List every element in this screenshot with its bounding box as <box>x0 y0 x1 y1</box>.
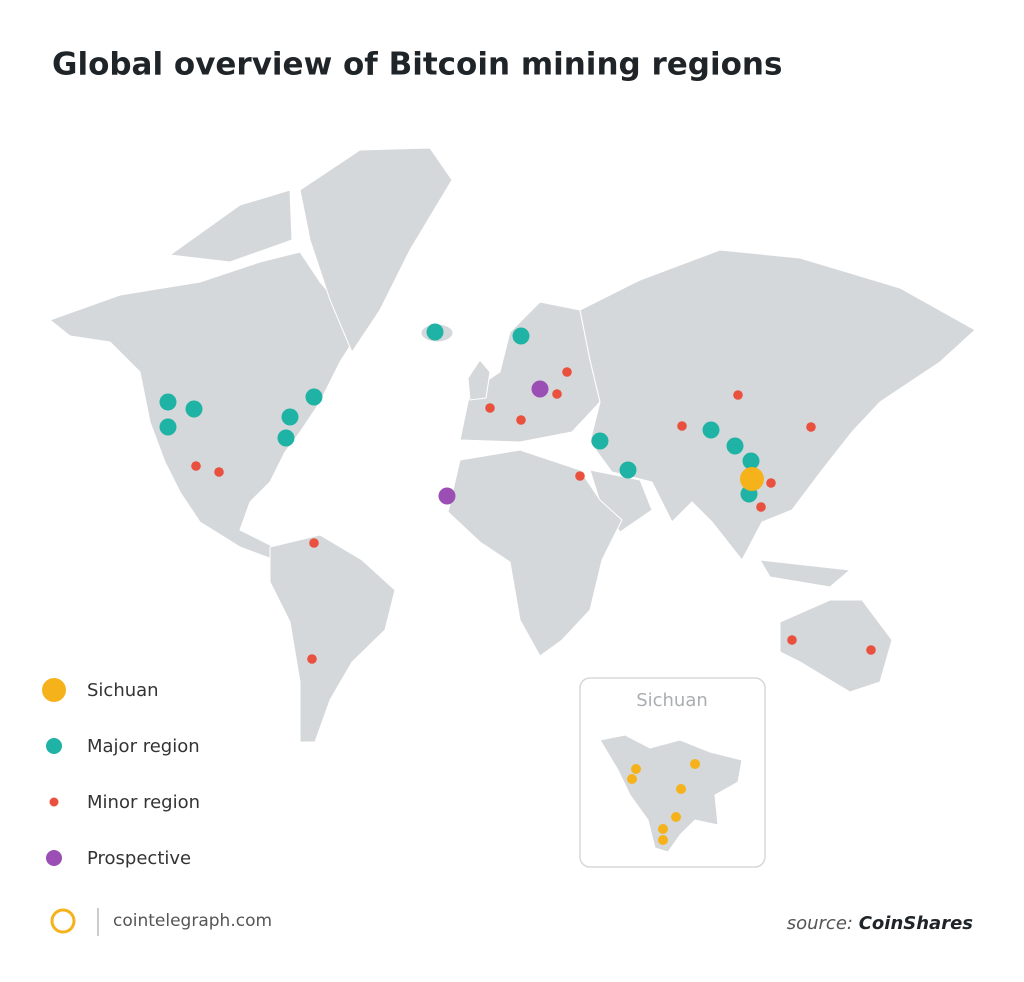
region-dot <box>159 393 177 411</box>
region-dot <box>806 422 816 432</box>
region-dot <box>516 415 526 425</box>
inset-dot <box>671 812 681 822</box>
legend-swatch <box>46 850 62 866</box>
region-dot <box>787 635 797 645</box>
arctic-islands <box>168 189 293 263</box>
region-dot <box>185 400 203 418</box>
region-dot <box>756 502 766 512</box>
legend-swatch <box>42 678 66 702</box>
source-prefix: source: <box>787 913 853 934</box>
region-dot <box>438 487 456 505</box>
australia <box>779 599 893 693</box>
region-dot <box>726 437 744 455</box>
inset-dot <box>658 824 668 834</box>
region-dot <box>742 452 760 470</box>
region-dot <box>866 645 876 655</box>
legend-label: Major region <box>87 736 200 757</box>
region-dot <box>677 421 687 431</box>
inset-title: Sichuan <box>636 690 708 711</box>
region-dot <box>512 327 530 345</box>
south-america <box>269 534 396 743</box>
region-dot <box>191 461 201 471</box>
uk <box>467 359 491 401</box>
title: Global overview of Bitcoin mining region… <box>52 47 782 83</box>
region-dot <box>702 421 720 439</box>
region-dot <box>619 461 637 479</box>
indonesia <box>759 559 852 588</box>
north-america <box>48 251 361 563</box>
inset-dot <box>676 784 686 794</box>
inset-dot <box>658 835 668 845</box>
region-dot <box>309 538 319 548</box>
legend: Sichuan Major region Minor region Prospecti… <box>42 678 200 869</box>
region-dot <box>485 403 495 413</box>
legend-label: Sichuan <box>87 680 159 701</box>
region-dot <box>305 388 323 406</box>
inset-dot <box>690 759 700 769</box>
legend-label: Prospective <box>87 848 191 869</box>
region-dot <box>740 467 764 491</box>
region-dot <box>531 380 549 398</box>
region-dot <box>766 478 776 488</box>
mining-dots <box>159 323 876 664</box>
greenland <box>299 147 453 354</box>
footer-source: source: CoinShares <box>787 913 974 934</box>
legend-swatch <box>46 738 62 754</box>
inset-dot <box>627 774 637 784</box>
world-map <box>48 147 976 743</box>
legend-swatch <box>49 797 59 807</box>
source-name: CoinShares <box>859 913 974 934</box>
region-dot <box>591 432 609 450</box>
region-dot <box>575 471 585 481</box>
region-dot <box>307 654 317 664</box>
region-dot <box>281 408 299 426</box>
asia <box>579 249 976 561</box>
legend-label: Minor region <box>87 792 200 813</box>
footer-site: cointelegraph.com <box>113 911 272 931</box>
region-dot <box>214 467 224 477</box>
footer-logo <box>50 908 99 936</box>
region-dot <box>426 323 444 341</box>
region-dot <box>159 418 177 436</box>
inset-dot <box>631 764 641 774</box>
region-dot <box>733 390 743 400</box>
inset-dots <box>627 759 700 845</box>
region-dot <box>562 367 572 377</box>
region-dot <box>552 389 562 399</box>
region-dot <box>277 429 295 447</box>
